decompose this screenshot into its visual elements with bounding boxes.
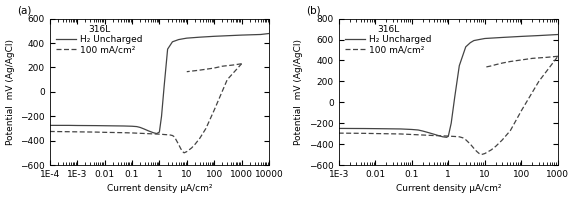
Legend: H₂ Uncharged, 100 mA/cm²: H₂ Uncharged, 100 mA/cm² xyxy=(54,23,145,57)
Text: (b): (b) xyxy=(306,6,320,16)
Y-axis label: Potential  mV (Ag/AgCl): Potential mV (Ag/AgCl) xyxy=(6,39,14,145)
Y-axis label: Potential  mV (Ag/AgCl): Potential mV (Ag/AgCl) xyxy=(294,39,304,145)
X-axis label: Current density μA/cm²: Current density μA/cm² xyxy=(396,184,501,193)
Text: (a): (a) xyxy=(17,6,31,16)
X-axis label: Current density μA/cm²: Current density μA/cm² xyxy=(106,184,212,193)
Legend: H₂ Uncharged, 100 mA/cm²: H₂ Uncharged, 100 mA/cm² xyxy=(343,23,434,57)
